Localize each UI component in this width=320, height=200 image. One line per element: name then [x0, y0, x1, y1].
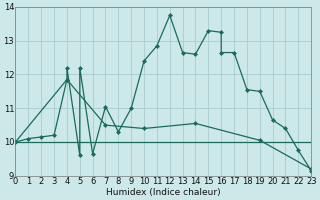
X-axis label: Humidex (Indice chaleur): Humidex (Indice chaleur): [106, 188, 221, 197]
